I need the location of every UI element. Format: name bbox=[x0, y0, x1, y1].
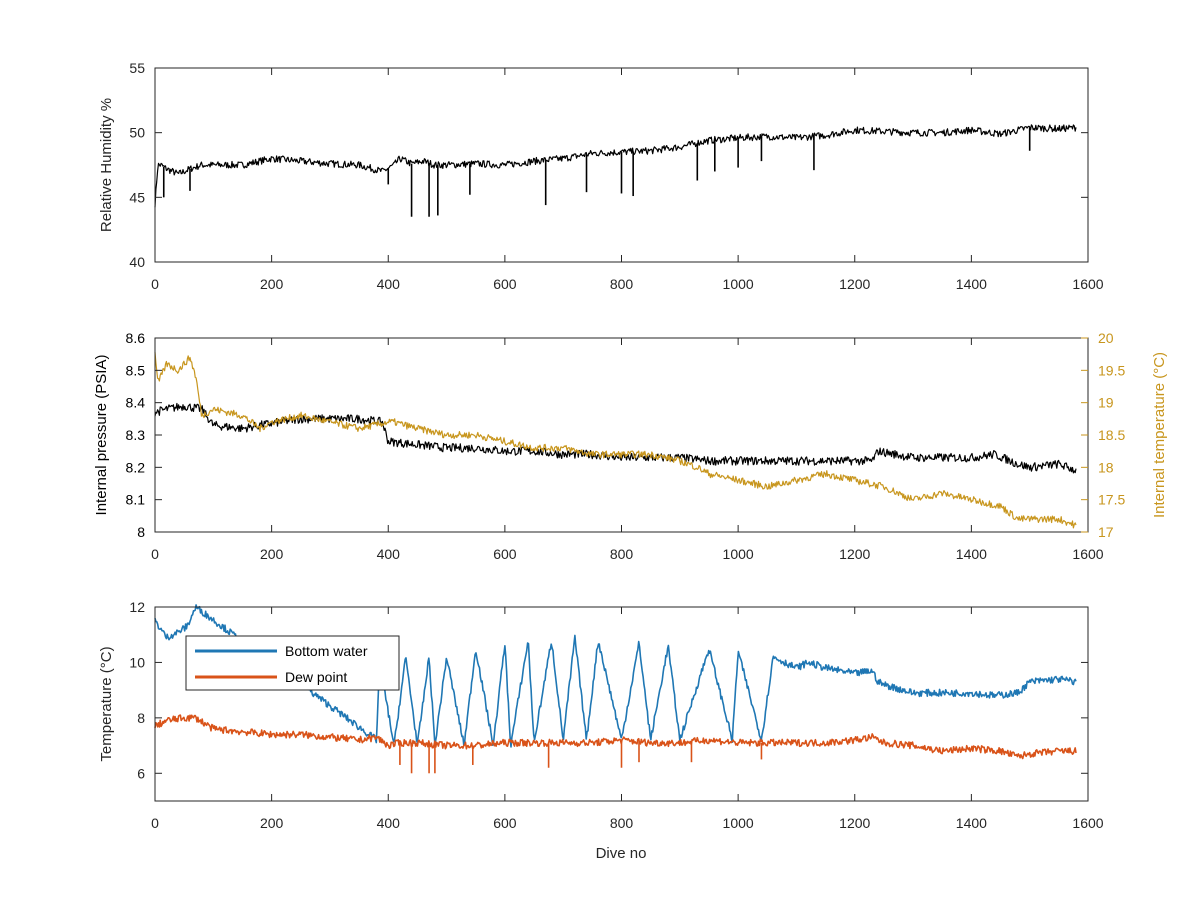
humidity-plot-area bbox=[154, 124, 1077, 217]
internal-temperature-y-axis-label: Internal temperature (°C) bbox=[1151, 352, 1168, 518]
pressure-y-axis-label: Internal pressure (PSIA) bbox=[93, 355, 110, 516]
humidity-y-tick-label: 50 bbox=[129, 125, 145, 141]
temperature-x-tick-label: 800 bbox=[610, 815, 634, 831]
pressure-y-ticks: 8 8.1 8.2 8.3 8.4 8.5 8.6 bbox=[126, 330, 162, 540]
temperature-series-line-1 bbox=[154, 714, 1077, 760]
humidity-series-line-0 bbox=[154, 124, 1077, 208]
temperature-x-tick-label: 600 bbox=[493, 815, 517, 831]
pressure-series-line-1 bbox=[154, 352, 1077, 529]
temperature-y-tick-label: 6 bbox=[137, 765, 145, 781]
humidity-x-tick-label: 1200 bbox=[839, 276, 870, 292]
humidity-x-tick-label: 1000 bbox=[723, 276, 754, 292]
humidity-x-tick-label: 1400 bbox=[956, 276, 987, 292]
pressure-x-ticks: 0 200 400 600 800 1000 1200 1400 1600 bbox=[151, 338, 1104, 562]
pressure-x-tick-label: 1200 bbox=[839, 546, 870, 562]
pressure-y-tick-label: 8.3 bbox=[126, 427, 146, 443]
temperature-right-y-tick-label: 19 bbox=[1098, 395, 1114, 411]
temperature-right-y-tick-label: 18 bbox=[1098, 459, 1114, 475]
temperature-x-tick-label: 1000 bbox=[723, 815, 754, 831]
humidity-x-tick-label: 0 bbox=[151, 276, 159, 292]
humidity-x-tick-label: 400 bbox=[377, 276, 401, 292]
pressure-x-tick-label: 800 bbox=[610, 546, 634, 562]
humidity-y-tick-label: 55 bbox=[129, 60, 145, 76]
temperature-right-y-ticks: 17 17.5 18 18.5 19 19.5 20 bbox=[1081, 330, 1125, 540]
pressure-y-tick-label: 8.2 bbox=[126, 459, 146, 475]
temperature-y-ticks: 6 8 10 12 bbox=[129, 599, 1088, 781]
temperature-x-ticks: 0 200 400 600 800 1000 1200 1400 1600 bbox=[151, 607, 1104, 831]
pressure-x-tick-label: 1400 bbox=[956, 546, 987, 562]
pressure-y-tick-label: 8.4 bbox=[126, 395, 146, 411]
pressure-x-tick-label: 400 bbox=[377, 546, 401, 562]
humidity-x-ticks: 0 200 400 600 800 1000 1200 1400 1600 bbox=[151, 68, 1104, 292]
pressure-x-tick-label: 200 bbox=[260, 546, 284, 562]
pressure-plot-area bbox=[154, 352, 1077, 529]
temperature-right-y-tick-label: 20 bbox=[1098, 330, 1114, 346]
legend-label-bottom-water: Bottom water bbox=[285, 643, 368, 659]
humidity-x-tick-label: 200 bbox=[260, 276, 284, 292]
temperature-right-y-tick-label: 19.5 bbox=[1098, 362, 1125, 378]
pressure-y-tick-label: 8 bbox=[137, 524, 145, 540]
temperature-right-y-tick-label: 17 bbox=[1098, 524, 1114, 540]
temperature-right-y-tick-label: 17.5 bbox=[1098, 492, 1125, 508]
temperature-x-tick-label: 1200 bbox=[839, 815, 870, 831]
x-axis-label: Dive no bbox=[596, 845, 647, 862]
humidity-y-ticks: 40 45 50 55 bbox=[129, 60, 1088, 270]
humidity-y-tick-label: 40 bbox=[129, 254, 145, 270]
temperature-y-axis-label: Temperature (°C) bbox=[98, 646, 115, 761]
legend-box bbox=[185, 635, 400, 691]
humidity-panel: 0 200 400 600 800 1000 1200 1400 1600 40 45 50 55 R… bbox=[98, 60, 1104, 292]
pressure-x-tick-label: 600 bbox=[493, 546, 517, 562]
temperature-y-tick-label: 8 bbox=[137, 710, 145, 726]
humidity-y-axis-label: Relative Humidity % bbox=[98, 98, 115, 232]
pressure-y-tick-label: 8.1 bbox=[126, 492, 146, 508]
pressure-x-tick-label: 0 bbox=[151, 546, 159, 562]
pressure-panel: 0 200 400 600 800 1000 1200 1400 1600 8 8.1 8.2 8.3… bbox=[93, 330, 1168, 562]
temperature-right-y-tick-label: 18.5 bbox=[1098, 427, 1125, 443]
pressure-y-tick-label: 8.6 bbox=[126, 330, 146, 346]
legend: Bottom water Dew point bbox=[185, 635, 400, 691]
temperature-y-tick-label: 10 bbox=[129, 654, 145, 670]
temperature-x-tick-label: 1400 bbox=[956, 815, 987, 831]
humidity-x-tick-label: 800 bbox=[610, 276, 634, 292]
pressure-x-tick-label: 1000 bbox=[723, 546, 754, 562]
pressure-y-tick-label: 8.5 bbox=[126, 362, 146, 378]
pressure-x-tick-label: 1600 bbox=[1072, 546, 1103, 562]
temperature-x-tick-label: 1600 bbox=[1072, 815, 1103, 831]
humidity-x-tick-label: 600 bbox=[493, 276, 517, 292]
temperature-x-tick-label: 0 bbox=[151, 815, 159, 831]
legend-label-dew-point: Dew point bbox=[285, 669, 347, 685]
humidity-y-tick-label: 45 bbox=[129, 189, 145, 205]
temperature-panel: 0 200 400 600 800 1000 1200 1400 1600 6 8 10 12 Tem… bbox=[98, 599, 1104, 862]
temperature-x-tick-label: 200 bbox=[260, 815, 284, 831]
temperature-y-tick-label: 12 bbox=[129, 599, 145, 615]
pressure-series-line-0 bbox=[154, 402, 1077, 474]
humidity-x-tick-label: 1600 bbox=[1072, 276, 1103, 292]
temperature-x-tick-label: 400 bbox=[377, 815, 401, 831]
